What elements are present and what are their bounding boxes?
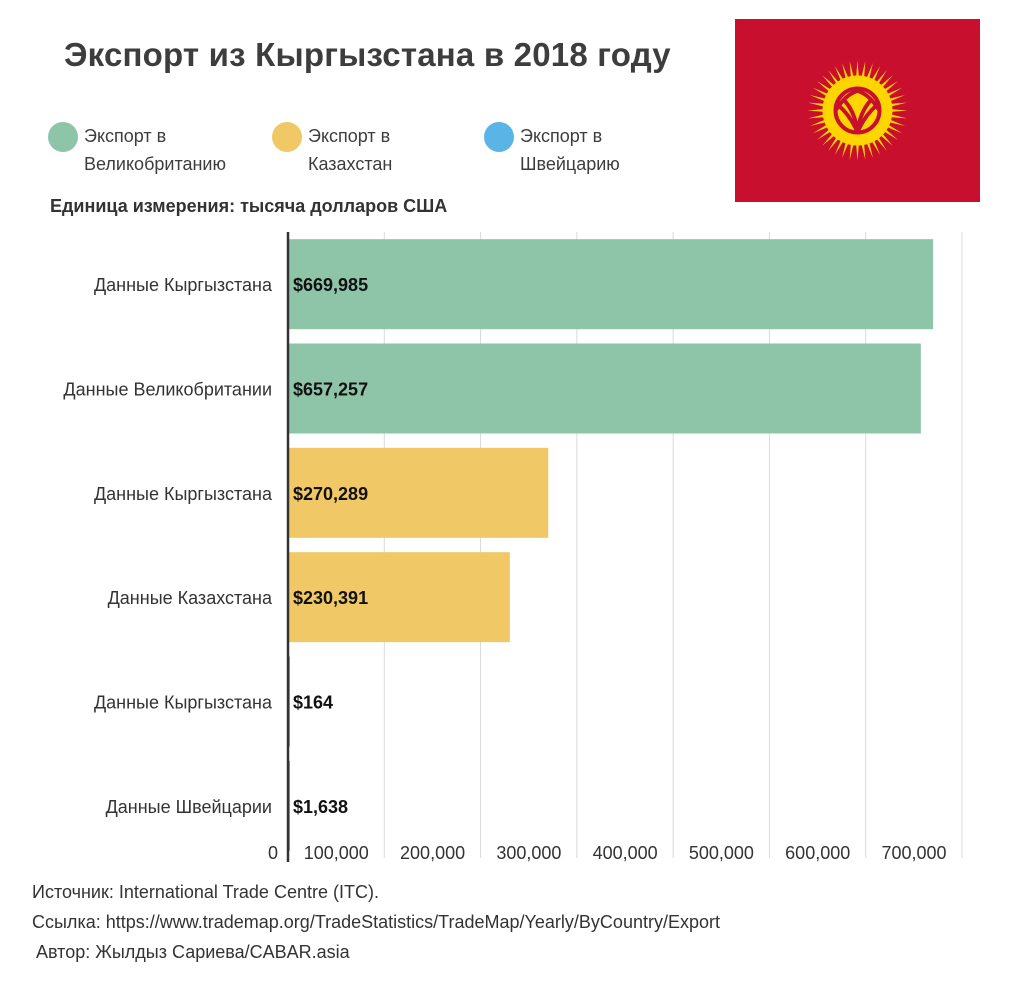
bar [288, 552, 510, 643]
flag-sun-ray [808, 102, 826, 107]
x-tick-label: 600,000 [785, 843, 850, 863]
flag-sun-ray [828, 70, 840, 85]
legend-label-kazakhstan: Экспорт в Казахстан [308, 126, 393, 174]
flag-sun-ray [879, 75, 893, 89]
flag-sun-ray [828, 136, 840, 151]
flag-sun-ray [883, 128, 898, 140]
bar-value-label: $230,391 [293, 588, 368, 608]
flag-sun-disc [822, 75, 893, 146]
flag-sun-ray [886, 87, 903, 97]
flag-sun-ray [875, 70, 887, 85]
flag-sun-ray [812, 124, 829, 134]
x-tick-label: 500,000 [689, 843, 754, 863]
legend-label-switzerland: Экспорт в Швейцарию [520, 126, 620, 174]
category-label: Данные Кыргызстана [94, 275, 273, 295]
category-label: Данные Кыргызстана [94, 693, 273, 713]
x-tick-label: 200,000 [400, 843, 465, 863]
chart-title: Экспорт из Кыргызстана в 2018 году [64, 36, 671, 73]
legend-label-uk: Экспорт в Великобританию [84, 126, 226, 174]
unit-label: Единица измерения: тысяча долларов США [50, 196, 448, 216]
x-tick-label: 100,000 [304, 843, 369, 863]
x-tick-label: 400,000 [593, 843, 658, 863]
bar [288, 343, 921, 434]
legend-item-uk: Экспорт в Великобританию [48, 122, 264, 178]
bar-value-label: $669,985 [293, 275, 368, 295]
flag-sun-rays [807, 60, 908, 161]
legend-swatch-switzerland [484, 122, 514, 152]
flag-sun-ray [842, 141, 849, 159]
flag-sun-ray [861, 142, 866, 160]
legend-swatch-kazakhstan [272, 122, 302, 152]
flag-sun-ray [808, 114, 826, 119]
flag-sun-ray [834, 65, 844, 82]
flag-sun-ray [842, 62, 849, 80]
flag-sun-ray [822, 75, 836, 89]
legend-swatch-uk [48, 122, 78, 152]
source-note: Источник: International Trade Centre (IT… [32, 882, 379, 902]
flag-sun-ray [879, 132, 893, 146]
flag-sun-ray [809, 119, 827, 126]
bar [288, 239, 934, 330]
flag-sun-ray [888, 95, 906, 102]
flag-sun-ray [866, 141, 873, 159]
flag-tunduk [833, 86, 882, 135]
flag-sun-ray [890, 109, 908, 112]
flag-sun-ray [849, 142, 854, 160]
legend-item-kazakhstan: Экспорт в Казахстан [272, 122, 488, 178]
source-link: Ссылка: https://www.trademap.org/TradeSt… [32, 912, 720, 932]
flag-sun-ray [856, 143, 859, 161]
flag-sun-ray [849, 61, 854, 79]
flag-sun-ray [817, 81, 832, 93]
flag-sun-ray [888, 119, 906, 126]
x-tick-label: 300,000 [496, 843, 561, 863]
category-label: Данные Великобритании [63, 380, 272, 400]
flag-sun-ray [809, 95, 827, 102]
x-tick-label: 700,000 [881, 843, 946, 863]
flag-sun-ray [886, 124, 903, 134]
flag-sun-ray [889, 102, 907, 107]
bar-chart: $669,985 Данные Кыргызстана $657,257 Данные… [63, 232, 963, 863]
flag-sun-ray [817, 128, 832, 140]
bar [288, 447, 549, 538]
flag-sun-ray [812, 87, 829, 97]
flag-sun-ray [889, 114, 907, 119]
kyrgyzstan-flag [735, 19, 980, 202]
category-label: Данные Казахстана [108, 588, 273, 608]
author-note: Автор: Жылдыз Сариева/CABAR.asia [36, 942, 350, 962]
flag-sun-ray [871, 65, 881, 82]
flag-sun-ray [822, 132, 836, 146]
bar-value-label: $657,257 [293, 380, 368, 400]
flag-sun-ray [861, 61, 866, 79]
flag-sun-ray [807, 109, 825, 112]
bar-value-label: $164 [293, 693, 333, 713]
flag-sun-ray [875, 136, 887, 151]
flag-sun-ray [866, 62, 873, 80]
flag-sun-ray [871, 139, 881, 156]
x-tick-label: 0 [268, 843, 278, 863]
bar-value-label: $1,638 [293, 797, 348, 817]
category-label: Данные Кыргызстана [94, 484, 273, 504]
legend-item-switzerland: Экспорт в Швейцарию [484, 122, 700, 178]
flag-sun-ray [856, 60, 859, 78]
flag-sun-ray [883, 81, 898, 93]
category-label: Данные Швейцарии [106, 797, 272, 817]
bar-value-label: $270,289 [293, 484, 368, 504]
flag-sun-ray [834, 139, 844, 156]
